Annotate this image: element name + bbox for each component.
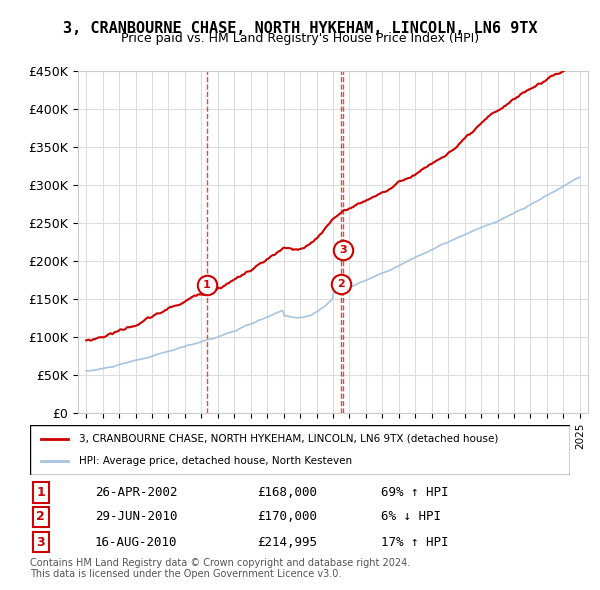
Text: £214,995: £214,995 [257,536,317,549]
Text: 2: 2 [337,278,345,289]
Text: 1: 1 [37,486,45,499]
Text: 2: 2 [37,510,45,523]
Text: £170,000: £170,000 [257,510,317,523]
Text: 16-AUG-2010: 16-AUG-2010 [95,536,178,549]
Text: Price paid vs. HM Land Registry's House Price Index (HPI): Price paid vs. HM Land Registry's House … [121,32,479,45]
Text: 6% ↓ HPI: 6% ↓ HPI [381,510,441,523]
Text: 26-APR-2002: 26-APR-2002 [95,486,178,499]
FancyBboxPatch shape [30,425,570,475]
Text: This data is licensed under the Open Government Licence v3.0.: This data is licensed under the Open Gov… [30,569,341,579]
Text: 3, CRANBOURNE CHASE, NORTH HYKEHAM, LINCOLN, LN6 9TX: 3, CRANBOURNE CHASE, NORTH HYKEHAM, LINC… [63,21,537,35]
Text: 17% ↑ HPI: 17% ↑ HPI [381,536,449,549]
Text: 3: 3 [37,536,45,549]
Text: 69% ↑ HPI: 69% ↑ HPI [381,486,449,499]
Text: 1: 1 [203,280,211,290]
Text: 29-JUN-2010: 29-JUN-2010 [95,510,178,523]
Text: £168,000: £168,000 [257,486,317,499]
Text: 3, CRANBOURNE CHASE, NORTH HYKEHAM, LINCOLN, LN6 9TX (detached house): 3, CRANBOURNE CHASE, NORTH HYKEHAM, LINC… [79,434,498,444]
Text: HPI: Average price, detached house, North Kesteven: HPI: Average price, detached house, Nort… [79,456,352,466]
Text: 3: 3 [340,244,347,254]
Text: Contains HM Land Registry data © Crown copyright and database right 2024.: Contains HM Land Registry data © Crown c… [30,558,410,568]
